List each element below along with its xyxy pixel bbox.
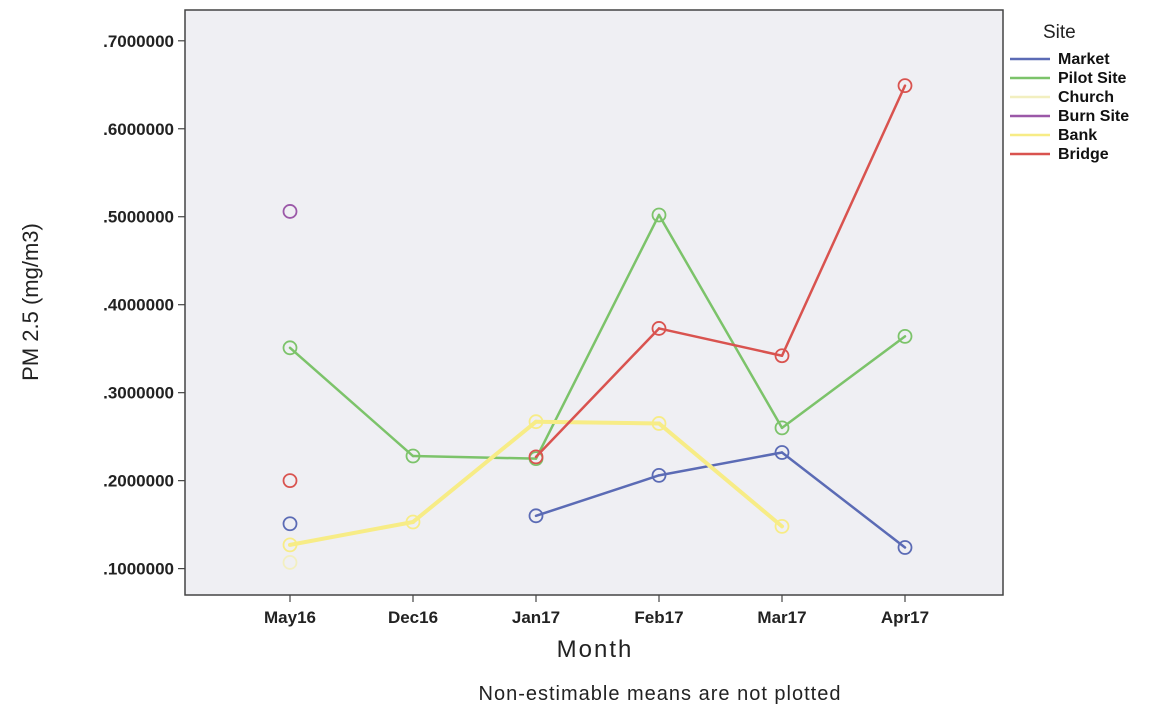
market-point xyxy=(651,467,667,483)
bridge-point xyxy=(897,78,913,94)
x-tick-label: May16 xyxy=(264,608,316,627)
pilot-site-segment xyxy=(411,454,538,460)
church-point xyxy=(282,555,298,570)
x-tick-label: Feb17 xyxy=(634,608,683,627)
pilot-site-segment xyxy=(288,346,415,458)
market-point xyxy=(897,540,913,555)
series-bridge xyxy=(282,78,913,489)
bank-segment xyxy=(534,419,661,426)
pilot-site-segment xyxy=(780,335,907,430)
y-tick-label: .3000000 xyxy=(103,384,174,403)
bank-segment xyxy=(288,519,415,547)
bridge-segment xyxy=(657,327,784,357)
y-axis: .1000000 .2000000 .3000000 .4000000 .5000000… xyxy=(103,32,185,579)
plot-area xyxy=(184,9,1004,596)
legend-label: Burn Site xyxy=(1058,108,1129,125)
y-tick-label: .1000000 xyxy=(103,560,174,579)
legend-label: Bank xyxy=(1058,127,1097,144)
pilot-site-segment xyxy=(657,213,784,430)
bank-point xyxy=(405,514,421,530)
series-market xyxy=(282,445,913,555)
x-axis-title: Month xyxy=(557,636,634,663)
legend-title: Site xyxy=(1043,22,1076,43)
pilot-site-point xyxy=(897,328,913,344)
bridge-point xyxy=(651,321,667,336)
series-bank xyxy=(282,414,790,553)
legend-label: Bridge xyxy=(1058,146,1109,163)
x-axis: May16 Dec16 Jan17 Feb17 Mar17 Apr17 xyxy=(264,595,929,627)
bridge-point xyxy=(282,473,298,489)
market-point xyxy=(282,516,298,532)
y-tick-label: .7000000 xyxy=(103,32,174,51)
bridge-point xyxy=(774,348,790,364)
market-segment xyxy=(534,474,661,518)
legend: Site Market Pilot Site Church Burn Site Bank… xyxy=(1010,22,1129,163)
bank-point xyxy=(774,518,790,534)
market-point xyxy=(774,445,790,460)
series-layer xyxy=(282,78,913,570)
burn-site-point xyxy=(282,204,298,219)
y-tick-label: .5000000 xyxy=(103,208,174,227)
pilot-site-point xyxy=(282,340,298,356)
y-tick-label: .4000000 xyxy=(103,296,174,315)
x-tick-label: Jan17 xyxy=(512,608,560,627)
legend-label: Church xyxy=(1058,89,1114,106)
pilot-site-point xyxy=(405,448,421,464)
x-tick-label: Dec16 xyxy=(388,608,438,627)
bridge-segment xyxy=(534,327,661,459)
bank-point xyxy=(651,416,667,431)
series-burn-site xyxy=(282,204,298,219)
x-tick-label: Apr17 xyxy=(881,608,929,627)
bank-segment xyxy=(411,419,538,524)
market-segment xyxy=(657,451,784,477)
y-axis-title: PM 2.5 (mg/m3) xyxy=(18,223,43,381)
market-point xyxy=(528,508,544,524)
y-tick-label: .6000000 xyxy=(103,120,174,139)
legend-label: Market xyxy=(1058,51,1110,68)
x-tick-label: Mar17 xyxy=(757,608,806,627)
footnote: Non-estimable means are not plotted xyxy=(479,683,842,705)
y-tick-label: .2000000 xyxy=(103,472,174,491)
market-segment xyxy=(780,451,907,549)
bank-point xyxy=(528,414,544,430)
bridge-point xyxy=(528,449,544,465)
pilot-site-point xyxy=(651,207,667,223)
series-church xyxy=(282,555,298,570)
legend-label: Pilot Site xyxy=(1058,70,1127,87)
bridge-segment xyxy=(780,84,907,357)
series-pilot-site xyxy=(282,207,913,467)
pilot-site-segment xyxy=(534,213,661,460)
bank-segment xyxy=(657,421,784,529)
bank-point xyxy=(282,537,298,553)
pilot-site-point xyxy=(774,420,790,436)
